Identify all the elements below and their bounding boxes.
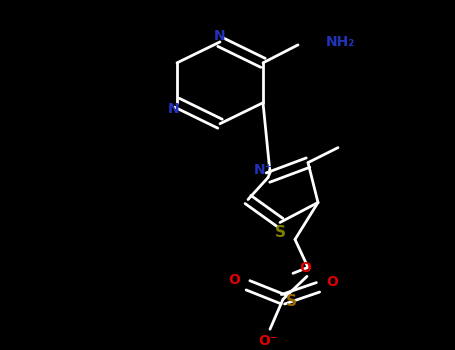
- Text: O: O: [299, 261, 311, 275]
- Text: N: N: [214, 29, 226, 43]
- Text: O: O: [228, 273, 240, 287]
- Text: N⁺: N⁺: [253, 163, 273, 177]
- Text: O⁻: O⁻: [258, 334, 278, 348]
- Text: S: S: [285, 294, 297, 309]
- Text: NH₂: NH₂: [326, 35, 355, 49]
- Text: N: N: [168, 102, 180, 116]
- Text: O: O: [326, 275, 338, 289]
- Text: S: S: [274, 225, 285, 240]
